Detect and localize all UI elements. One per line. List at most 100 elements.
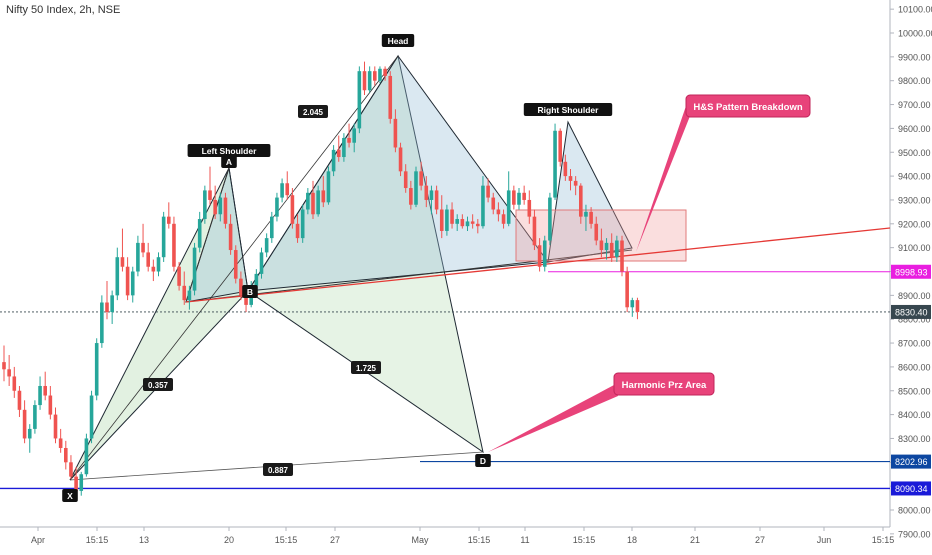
- candle-body: [100, 302, 104, 344]
- right-shoulder-label-badge: [523, 103, 613, 116]
- callout-prz-text: Harmonic Prz Area: [622, 380, 707, 391]
- price-tag: [891, 264, 931, 279]
- y-tick-label: 8000.00: [898, 506, 931, 516]
- candle-body: [254, 273, 259, 286]
- y-tick-label: 7900.00: [898, 529, 931, 539]
- x-tick-label: 27: [755, 535, 765, 545]
- candle-body: [615, 240, 619, 258]
- callout-pointer-prz: [488, 385, 618, 452]
- callout-breakdown-text: H&S Pattern Breakdown: [693, 102, 802, 113]
- candle-body: [84, 438, 89, 475]
- candle-body: [414, 171, 418, 205]
- candle-body: [285, 183, 290, 196]
- y-tick-label: 9700.00: [898, 100, 931, 110]
- point-b-label-badge: [242, 285, 258, 298]
- candle-body: [537, 245, 542, 267]
- candle-body: [501, 214, 506, 224]
- x-tick-label: 15:15: [573, 535, 596, 545]
- x-tick-label: 27: [330, 535, 340, 545]
- candle-body: [347, 137, 351, 143]
- candle-body: [280, 183, 284, 198]
- candle-body: [69, 462, 73, 477]
- x-tick-label: Apr: [31, 535, 45, 545]
- x-tick-label: 15:15: [468, 535, 491, 545]
- callout-pointer-breakdown: [636, 106, 690, 252]
- candle-body: [532, 216, 537, 246]
- y-tick-label: 9400.00: [898, 172, 931, 182]
- price-tag: [891, 304, 931, 319]
- candle-body: [558, 130, 562, 162]
- ratio-label: 2.045: [303, 108, 324, 117]
- candle-body: [517, 192, 521, 205]
- ratio-label: 0.357: [148, 381, 169, 390]
- candle-body: [491, 197, 496, 210]
- candle-body: [300, 209, 305, 239]
- candle-body: [53, 414, 58, 439]
- candle-body: [115, 257, 120, 296]
- x-tick-label: 18: [627, 535, 637, 545]
- x-tick-label: 11: [520, 535, 529, 545]
- candle-body: [79, 474, 84, 491]
- candle-body: [192, 247, 197, 291]
- candle-body: [12, 376, 17, 391]
- candle-body: [136, 242, 140, 272]
- candle-body: [120, 257, 125, 267]
- candle-body: [213, 199, 217, 215]
- x-tick-label: Jun: [817, 535, 832, 545]
- x-tick-label: 13: [139, 535, 149, 545]
- candle-body: [625, 271, 629, 308]
- callout-prz-box: [613, 372, 715, 396]
- candle-body: [33, 405, 37, 429]
- y-tick-label: 9100.00: [898, 243, 931, 253]
- y-tick-label: 8300.00: [898, 434, 931, 444]
- candle-body: [465, 221, 470, 227]
- candle-body: [357, 71, 362, 129]
- point-x-label-badge: [62, 489, 78, 502]
- candle-body: [27, 428, 32, 439]
- y-tick-label: 8400.00: [898, 410, 931, 420]
- candle-body: [228, 223, 233, 251]
- price-tag: [891, 481, 931, 496]
- candle-body: [599, 240, 604, 251]
- y-tick-label: 10100.00: [898, 5, 932, 15]
- candle-body: [197, 219, 202, 248]
- y-tick-label: 8900.00: [898, 291, 931, 301]
- candle-body: [187, 290, 192, 301]
- y-tick-label: 9800.00: [898, 76, 931, 86]
- candle-body: [2, 362, 6, 370]
- candle-body: [336, 149, 341, 158]
- candle-body: [584, 211, 588, 217]
- candle-body: [17, 390, 22, 410]
- candle-body: [38, 385, 42, 406]
- candle-body: [362, 71, 367, 91]
- chart-title: Nifty 50 Index, 2h, NSE: [6, 4, 121, 16]
- candle-body: [239, 278, 243, 296]
- left-shoulder-label: Left Shoulder: [202, 146, 257, 156]
- candle-body: [486, 185, 490, 198]
- candle-body: [311, 192, 315, 215]
- candle-body: [589, 211, 593, 224]
- candle-body: [373, 71, 377, 81]
- candle-body: [89, 395, 94, 439]
- y-tick-label: 8800.00: [898, 315, 931, 325]
- candle-body: [172, 223, 176, 267]
- candle-body: [496, 209, 501, 215]
- head-label: Head: [388, 36, 409, 46]
- x-tick-label: 20: [224, 535, 234, 545]
- y-tick-label: 10000.00: [898, 29, 932, 39]
- candle-body: [74, 476, 78, 491]
- neckline-base: [185, 249, 633, 303]
- candle-body: [182, 285, 187, 301]
- candle-body: [218, 197, 223, 215]
- candle-body: [233, 250, 238, 279]
- x-tick-label: 15:15: [86, 535, 109, 545]
- candle-body: [161, 216, 166, 258]
- candle-body: [450, 209, 454, 224]
- price-tag-label: 8090.34: [895, 484, 928, 494]
- candle-body: [223, 197, 228, 224]
- candle-body: [476, 223, 480, 227]
- candle-body: [460, 219, 465, 227]
- price-tag: [891, 454, 931, 469]
- ratio-badge: [263, 463, 293, 476]
- candle-body: [151, 266, 156, 272]
